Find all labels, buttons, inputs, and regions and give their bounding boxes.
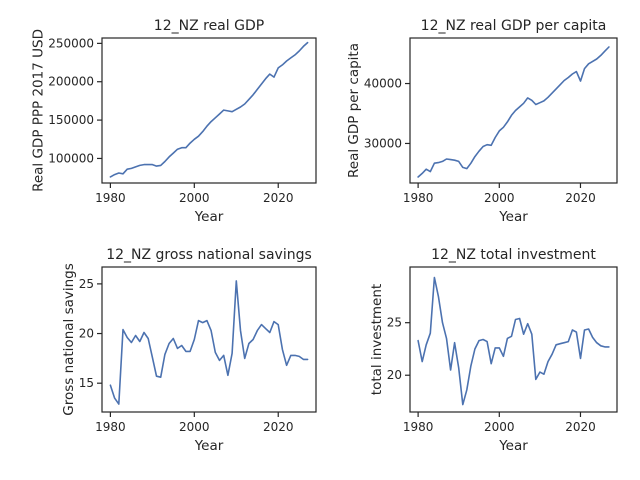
y-tick-label: 100000	[48, 151, 94, 165]
y-tick-label: 20	[387, 368, 402, 382]
axes-frame	[101, 266, 317, 413]
x-axis-label: Year	[194, 438, 224, 454]
x-tick-label: 1980	[403, 191, 434, 205]
x-tick-label: 1980	[95, 420, 126, 434]
y-tick-label: 200000	[48, 75, 94, 89]
series-line	[109, 41, 309, 178]
x-tick-label: 2000	[484, 420, 515, 434]
y-tick-label: 15	[79, 376, 94, 390]
chart-title: 12_NZ gross national savings	[106, 247, 312, 263]
y-axis-label: Gross national savings	[61, 263, 77, 416]
y-tick-label: 25	[387, 316, 402, 330]
series-line	[417, 276, 610, 406]
y-axis-label: total investment	[369, 284, 385, 395]
x-tick-label: 2000	[484, 191, 515, 205]
x-tick-label: 1980	[403, 420, 434, 434]
subplot-2: 1980 2000 2020 30000 40000 12_NZ real GDP per…	[346, 18, 618, 225]
x-tick-label: 2000	[179, 191, 210, 205]
subplot-3: 1980 2000 2020 15 20 25 12_NZ gross national s…	[61, 247, 317, 454]
y-axis-label: Real GDP per capita	[346, 43, 362, 178]
axes-frame	[409, 266, 618, 413]
y-tick-label: 25	[79, 277, 94, 291]
x-axis-label: Year	[498, 438, 528, 454]
y-tick-label: 250000	[48, 36, 94, 50]
y-tick-label: 30000	[364, 136, 402, 150]
y-tick-label: 150000	[48, 113, 94, 127]
chart-title: 12_NZ real GDP	[154, 18, 264, 34]
axes-frame	[409, 37, 618, 184]
x-axis-label: Year	[194, 209, 224, 225]
y-tick-label: 20	[79, 327, 94, 341]
y-axis-label: Real GDP PPP 2017 USD	[30, 29, 46, 192]
x-tick-label: 2020	[565, 191, 596, 205]
x-tick-label: 1980	[95, 191, 126, 205]
x-axis-label: Year	[498, 209, 528, 225]
axes-frame	[101, 37, 317, 184]
x-tick-label: 2000	[179, 420, 210, 434]
x-tick-label: 2020	[565, 420, 596, 434]
x-tick-label: 2020	[263, 191, 294, 205]
chart-title: 12_NZ real GDP per capita	[421, 18, 607, 34]
chart-title: 12_NZ total investment	[431, 247, 596, 263]
y-tick-label: 40000	[364, 77, 402, 91]
subplot-1: 1980 2000 2020 100000 150000 200000 250000 12_N…	[30, 18, 317, 225]
series-line	[417, 46, 610, 178]
x-tick-label: 2020	[263, 420, 294, 434]
series-line	[109, 280, 309, 405]
